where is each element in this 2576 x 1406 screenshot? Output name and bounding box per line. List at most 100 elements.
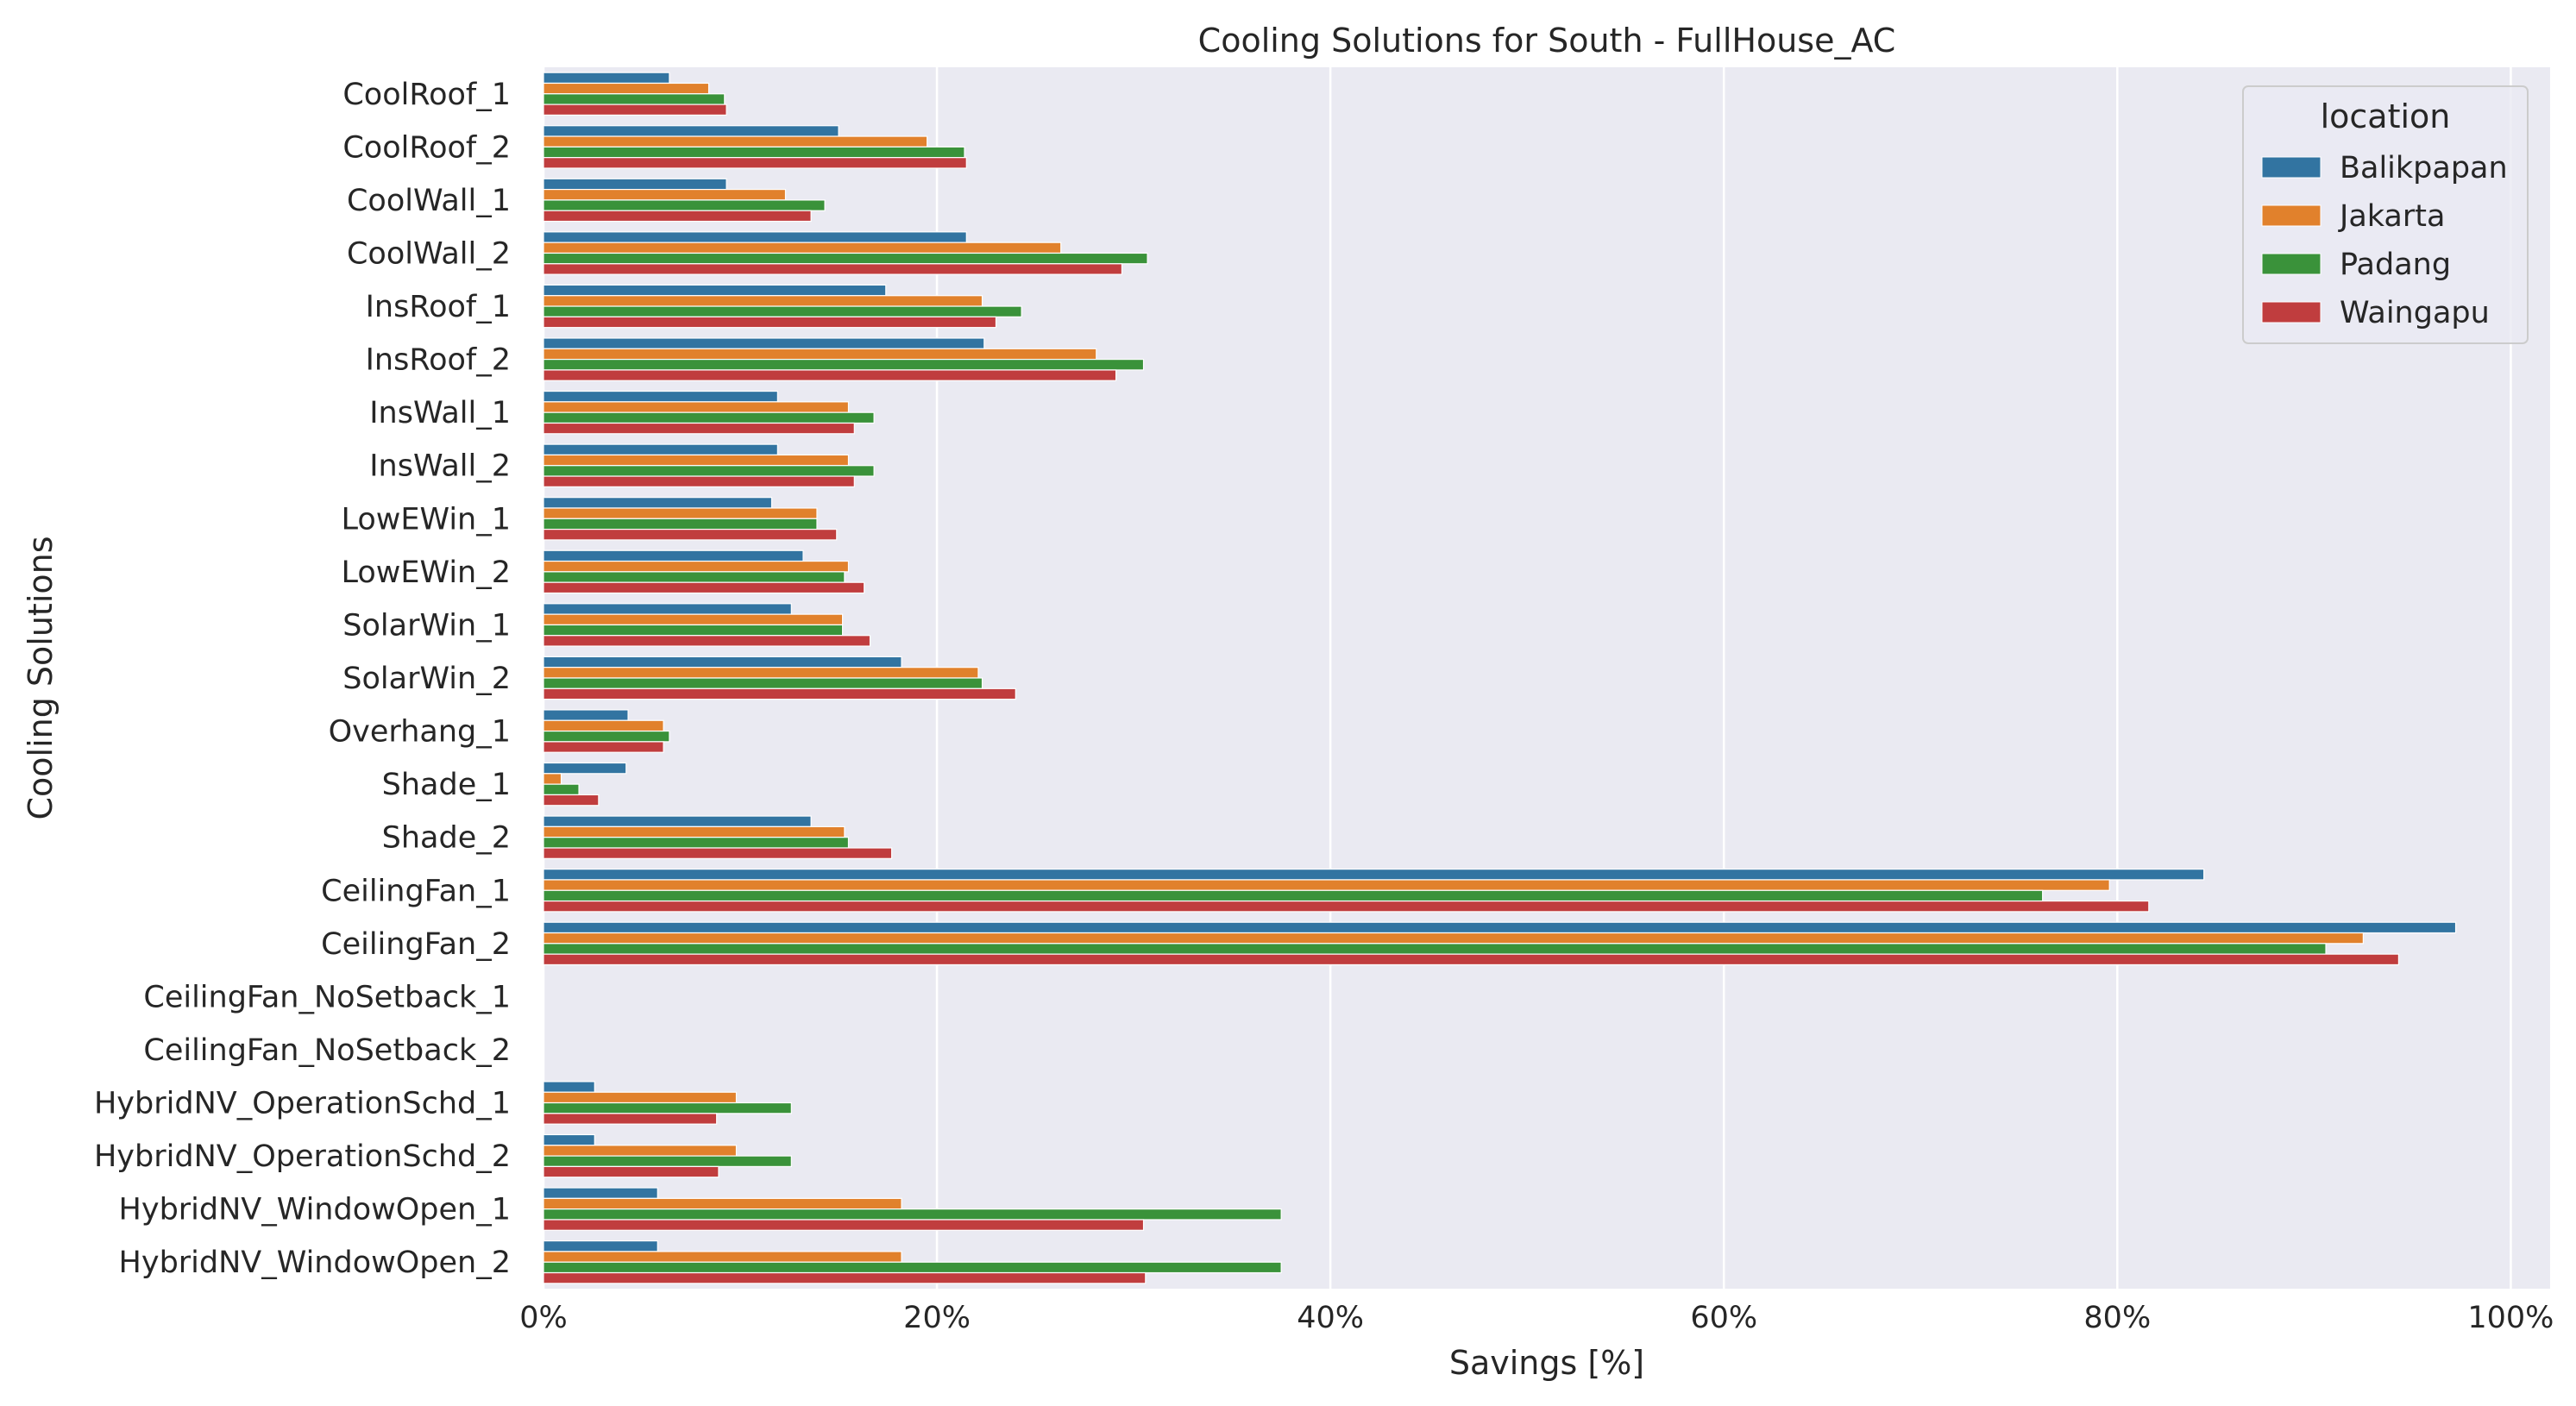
- x-axis-ticks: 0% 20% 40% 60% 80% 100%: [519, 1301, 2554, 1335]
- bar-balikpapan-lowewin-2: [543, 549, 804, 562]
- x-tick-label: 60%: [1690, 1301, 1757, 1335]
- bar-waingapu-coolroof-1: [543, 104, 727, 116]
- bar-padang-lowewin-2: [543, 571, 845, 583]
- bar-balikpapan-ceilingfan-1: [543, 869, 2205, 881]
- bar-padang-shade-2: [543, 837, 850, 849]
- bar-jakarta-hybridnv-windowopen-1: [543, 1197, 902, 1210]
- bar-waingapu-coolroof-2: [543, 157, 967, 169]
- y-category-label: CeilingFan_1: [321, 874, 511, 908]
- legend-box: [2242, 85, 2529, 344]
- legend-swatch-jakarta: [2261, 204, 2322, 227]
- bar-waingapu-inswall-2: [543, 475, 855, 487]
- x-tick-label: 100%: [2467, 1301, 2554, 1335]
- bar-waingapu-solarwin-1: [543, 635, 871, 647]
- bar-waingapu-inswall-1: [543, 422, 855, 435]
- legend-swatch-waingapu: [2261, 301, 2322, 323]
- y-category-label: CoolRoof_1: [342, 78, 511, 112]
- y-category-label: Shade_2: [382, 821, 511, 856]
- y-axis-title: Cooling Solutions: [22, 536, 60, 819]
- y-category-label: HybridNV_OperationSchd_2: [94, 1139, 511, 1174]
- x-axis-title: Savings [%]: [1449, 1344, 1644, 1382]
- bar-balikpapan-shade-1: [543, 762, 627, 775]
- y-category-label: CeilingFan_NoSetback_2: [143, 1033, 511, 1068]
- legend-label-padang: Padang: [2340, 248, 2451, 282]
- y-category-label: CeilingFan_2: [321, 927, 511, 962]
- legend-swatch-padang: [2261, 253, 2322, 275]
- bar-balikpapan-insroof-1: [543, 284, 887, 297]
- bar-padang-hybridnv-windowopen-1: [543, 1208, 1282, 1221]
- y-category-label: InsWall_1: [369, 396, 511, 430]
- bar-jakarta-lowewin-2: [543, 560, 850, 573]
- x-tick-label: 20%: [903, 1301, 971, 1335]
- bar-waingapu-ceilingfan-1: [543, 900, 2150, 913]
- bar-padang-coolwall-2: [543, 252, 1148, 265]
- bar-balikpapan-shade-2: [543, 815, 812, 827]
- x-tick-label: 40%: [1297, 1301, 1364, 1335]
- chart-title: Cooling Solutions for South - FullHouse_…: [1198, 22, 1896, 60]
- bar-jakarta-lowewin-1: [543, 507, 818, 519]
- y-category-label: InsRoof_1: [366, 290, 511, 324]
- bar-jakarta-hybridnv-operationschd-1: [543, 1091, 738, 1104]
- y-category-label: Shade_1: [382, 768, 511, 802]
- bar-waingapu-insroof-1: [543, 316, 997, 329]
- bar-padang-ceilingfan-2: [543, 943, 2327, 955]
- bar-waingapu-overhang-1: [543, 741, 664, 753]
- bar-jakarta-insroof-2: [543, 348, 1097, 361]
- y-category-label: InsWall_2: [369, 449, 511, 484]
- bar-jakarta-solarwin-1: [543, 613, 844, 626]
- bar-waingapu-hybridnv-windowopen-1: [543, 1219, 1145, 1231]
- bar-padang-ceilingfan-1: [543, 889, 2044, 902]
- bar-padang-shade-1: [543, 783, 580, 796]
- bar-jakarta-shade-1: [543, 773, 562, 785]
- bar-balikpapan-hybridnv-operationschd-2: [543, 1133, 595, 1146]
- bar-balikpapan-solarwin-2: [543, 656, 902, 668]
- bar-jakarta-inswall-2: [543, 454, 850, 467]
- bar-padang-inswall-1: [543, 411, 875, 424]
- bar-waingapu-hybridnv-operationschd-1: [543, 1113, 718, 1125]
- bar-padang-insroof-1: [543, 305, 1022, 317]
- bar-waingapu-coolwall-2: [543, 263, 1123, 275]
- bar-jakarta-hybridnv-windowopen-2: [543, 1251, 902, 1263]
- bar-jakarta-overhang-1: [543, 719, 664, 732]
- bar-jakarta-coolroof-2: [543, 135, 928, 148]
- bar-jakarta-coolroof-1: [543, 82, 710, 95]
- bar-jakarta-solarwin-2: [543, 667, 979, 679]
- bar-waingapu-shade-1: [543, 794, 600, 807]
- bar-balikpapan-hybridnv-windowopen-1: [543, 1187, 658, 1199]
- bar-jakarta-coolwall-2: [543, 242, 1062, 254]
- bar-padang-coolwall-1: [543, 199, 826, 211]
- y-category-label: Overhang_1: [329, 715, 511, 750]
- bar-padang-insroof-2: [543, 359, 1145, 371]
- legend: location Balikpapan Jakarta Padang Waingapu: [2242, 85, 2529, 344]
- y-category-label: CeilingFan_NoSetback_1: [143, 980, 511, 1014]
- bar-jakarta-ceilingfan-2: [543, 932, 2364, 945]
- legend-label-waingapu: Waingapu: [2340, 296, 2490, 330]
- x-tick-label: 80%: [2083, 1301, 2151, 1335]
- bar-jakarta-coolwall-1: [543, 189, 787, 201]
- bar-balikpapan-hybridnv-windowopen-2: [543, 1240, 658, 1252]
- bar-jakarta-insroof-1: [543, 295, 983, 307]
- y-category-label: HybridNV_WindowOpen_1: [119, 1193, 511, 1227]
- bar-waingapu-hybridnv-windowopen-2: [543, 1271, 1147, 1284]
- y-axis-categories: CoolRoof_1 CoolRoof_2 CoolWall_1 CoolWall_2…: [94, 78, 511, 1280]
- bar-waingapu-lowewin-1: [543, 529, 838, 541]
- bar-jakarta-hybridnv-operationschd-2: [543, 1145, 738, 1157]
- bar-balikpapan-hybridnv-operationschd-1: [543, 1081, 595, 1093]
- bar-balikpapan-coolroof-1: [543, 72, 670, 85]
- bar-padang-hybridnv-windowopen-2: [543, 1261, 1282, 1274]
- bar-waingapu-hybridnv-operationschd-2: [543, 1165, 719, 1178]
- y-category-label: HybridNV_WindowOpen_2: [119, 1246, 511, 1280]
- y-category-label: CoolWall_1: [347, 184, 511, 218]
- bar-padang-hybridnv-operationschd-1: [543, 1102, 792, 1114]
- y-category-label: LowEWin_1: [341, 502, 511, 537]
- bar-waingapu-shade-2: [543, 847, 893, 859]
- bar-padang-solarwin-1: [543, 624, 844, 637]
- bar-jakarta-ceilingfan-1: [543, 879, 2110, 891]
- bar-balikpapan-coolwall-1: [543, 178, 727, 191]
- bar-waingapu-lowewin-2: [543, 581, 865, 594]
- bar-waingapu-coolwall-1: [543, 210, 812, 223]
- legend-label-balikpapan: Balikpapan: [2340, 151, 2508, 185]
- bar-padang-lowewin-1: [543, 518, 818, 530]
- legend-swatch-balikpapan: [2261, 156, 2322, 179]
